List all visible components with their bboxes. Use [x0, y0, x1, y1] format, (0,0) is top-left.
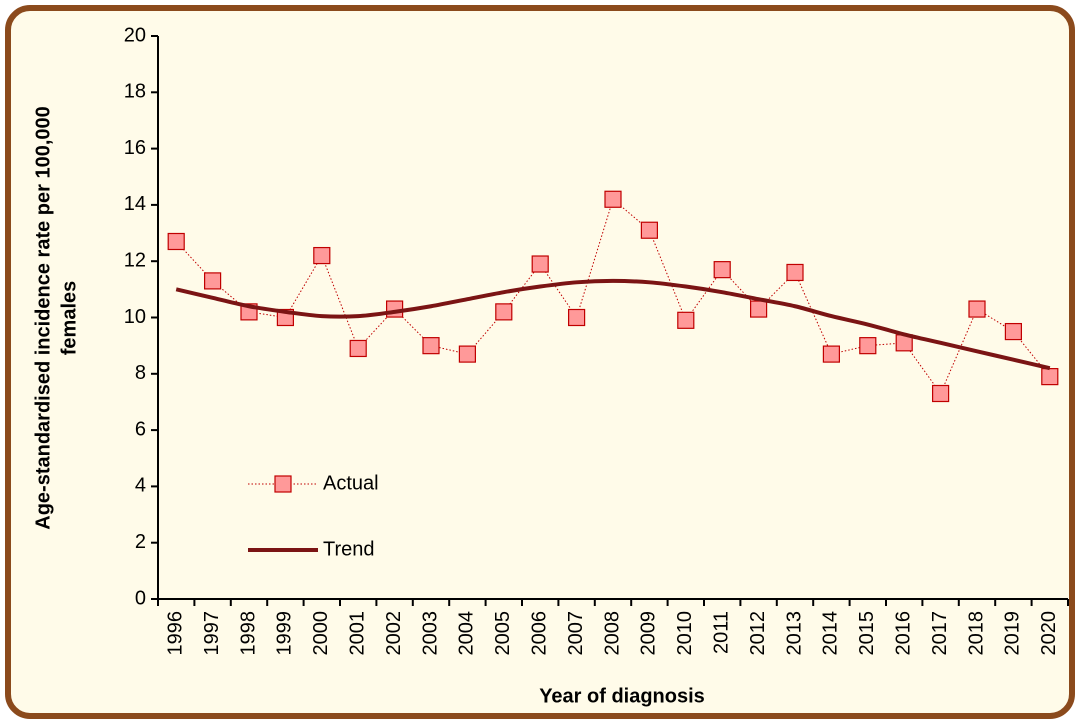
- y-tick-label: 10: [124, 306, 146, 328]
- y-axis-label: Age-standardised incidence rate per 100,…: [32, 106, 54, 530]
- x-tick-label: 1996: [164, 611, 186, 656]
- marker: [567, 308, 586, 327]
- x-tick-label: 1998: [237, 611, 259, 656]
- trend-line: [175, 278, 1051, 371]
- y-tick-label: 18: [124, 81, 146, 103]
- x-tick-label: 2017: [929, 611, 951, 656]
- y-tick-label: 14: [124, 193, 146, 215]
- marker: [859, 337, 877, 355]
- legend-label: Trend: [323, 538, 375, 560]
- x-tick-label: 2010: [674, 611, 696, 656]
- marker: [713, 261, 731, 279]
- x-tick-label: 2007: [565, 611, 587, 656]
- y-tick-label: 2: [135, 531, 146, 553]
- marker: [749, 300, 768, 318]
- x-tick-label: 2003: [419, 611, 441, 656]
- marker: [313, 246, 331, 265]
- y-axis-label: females: [58, 281, 80, 356]
- y-tick-label: 0: [135, 587, 146, 609]
- marker: [422, 337, 440, 355]
- x-tick-label: 2018: [965, 611, 987, 656]
- x-tick-label: 2011: [710, 611, 732, 654]
- y-tick-label: 4: [135, 475, 146, 497]
- x-tick-label: 2019: [1002, 611, 1024, 656]
- marker: [458, 345, 476, 363]
- marker: [1004, 322, 1023, 341]
- marker: [640, 221, 659, 239]
- marker: [349, 339, 367, 358]
- x-tick-label: 1997: [201, 611, 223, 656]
- x-tick-label: 2013: [783, 611, 805, 656]
- y-tick-label: 6: [135, 418, 146, 440]
- marker: [495, 303, 513, 321]
- x-tick-label: 2016: [892, 611, 914, 656]
- marker: [931, 384, 950, 403]
- y-tick-label: 16: [124, 137, 146, 159]
- marker: [1041, 368, 1059, 386]
- x-tick-label: 1999: [274, 611, 296, 656]
- chart-frame: [5, 5, 1075, 719]
- x-tick-label: 2001: [346, 611, 368, 656]
- marker: [274, 475, 292, 493]
- x-axis-label: Year of diagnosis: [539, 685, 705, 707]
- x-tick-label: 2012: [747, 611, 769, 656]
- marker: [677, 311, 695, 329]
- x-tick-label: 2006: [528, 611, 550, 656]
- marker: [167, 232, 185, 251]
- x-tick-label: 2000: [310, 611, 332, 656]
- marker: [204, 272, 222, 290]
- x-tick-label: 2004: [456, 611, 478, 656]
- marker: [822, 345, 841, 363]
- marker: [968, 300, 986, 318]
- y-tick-label: 12: [124, 249, 146, 271]
- marker: [786, 263, 804, 282]
- x-tick-label: 2008: [601, 611, 623, 656]
- x-tick-label: 2009: [638, 611, 660, 656]
- x-tick-label: 2014: [820, 611, 842, 656]
- x-tick-label: 2015: [856, 611, 878, 656]
- legend-label: Actual: [323, 472, 379, 494]
- y-tick-label: 8: [135, 362, 146, 384]
- y-tick-label: 20: [124, 24, 146, 46]
- marker: [531, 255, 549, 273]
- x-tick-label: 2005: [492, 611, 514, 656]
- marker: [604, 190, 622, 208]
- x-tick-label: 2020: [1038, 611, 1060, 656]
- x-tick-label: 2002: [383, 611, 405, 656]
